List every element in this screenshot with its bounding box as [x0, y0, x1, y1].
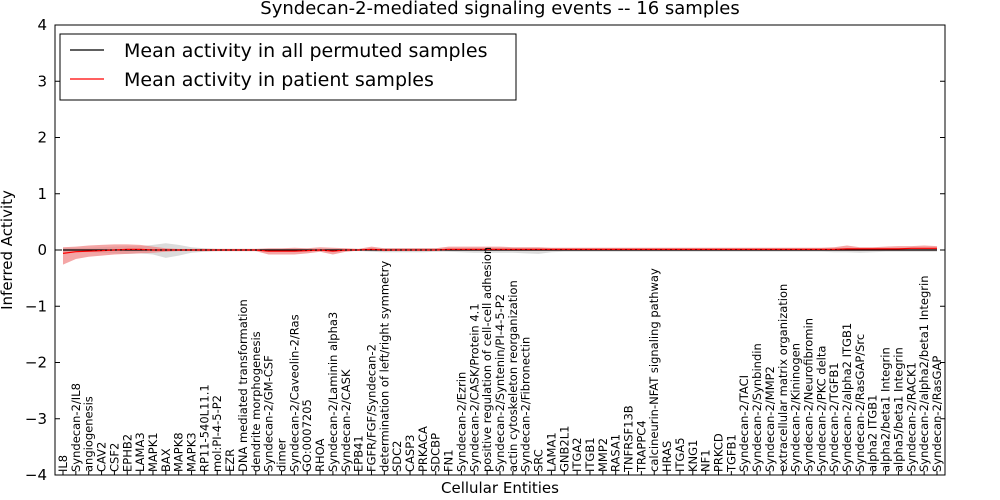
category-label: determination of left/right symmetry: [377, 261, 391, 472]
y-axis-ticks: −4 −3 −2 −1 0 1 2 3 4: [25, 16, 945, 484]
category-label: dimer: [275, 438, 289, 472]
category-label: Syndecan-2/Ezrin: [454, 372, 468, 472]
y-tick-label: 4: [37, 16, 47, 34]
category-label: calcineurin-NFAT signaling pathway: [647, 268, 661, 472]
category-label: TNFRSF13B: [622, 405, 636, 473]
category-label: ITGA2: [570, 437, 584, 472]
category-label: EPHB2: [120, 434, 134, 472]
category-label: dendrite morphogenesis: [249, 331, 263, 472]
y-tick-label: −4: [25, 466, 47, 484]
category-label: Syndecan-2/GM-CSF: [262, 355, 276, 472]
category-label: Syndecan-2/Laminin alpha3: [326, 312, 340, 472]
category-label: CAV2: [95, 442, 109, 472]
category-label: LAMA1: [544, 432, 558, 472]
category-label: IL8: [56, 455, 70, 472]
category-label: Syndecan-2/RACK1: [904, 362, 918, 472]
category-label: SDCBP: [429, 433, 443, 472]
category-label: MMP2: [596, 438, 610, 472]
category-label: Syndecan-2/alpha2/beta1 Integrin: [917, 275, 931, 472]
category-label: Syndecan-2/Kininogen: [789, 343, 803, 472]
category-label: alpha2/beta1 Integrin: [879, 347, 893, 472]
category-label: Syndecan-2/Fibronectin: [519, 337, 533, 472]
category-label: Syndecan-2/TACI: [737, 375, 751, 472]
y-tick-label: 0: [37, 241, 47, 259]
category-label: DNA mediated transformation: [236, 299, 250, 472]
category-label: MAPK1: [146, 432, 160, 472]
category-label: Syndecan-2/RasGAP: [930, 356, 944, 472]
y-tick-label: −2: [25, 354, 47, 372]
y-tick-label: −1: [25, 297, 47, 315]
category-label: mol:PI-4-5-P2: [210, 395, 224, 472]
category-label: GNB2L1: [557, 426, 571, 472]
legend: Mean activity in all permuted samples Me…: [59, 33, 517, 101]
category-labels: IL8Syndecan-2/IL8angiogenesisCAV2CSF2EPH…: [56, 247, 944, 475]
category-label: Syndecan-2/CASK: [339, 369, 353, 472]
x-axis-label: Cellular Entities: [441, 479, 559, 497]
category-label: Syndecan-2/TGFB1: [827, 362, 841, 472]
category-label: extracellular matrix organization: [776, 284, 790, 472]
legend-label-patient: Mean activity in patient samples: [124, 69, 434, 91]
series-line-patient: [62, 247, 937, 254]
category-label: Syndecan-2/PKC delta: [814, 346, 828, 472]
confidence-bands: [63, 243, 937, 265]
y-tick-label: 3: [37, 72, 47, 90]
category-label: SDC2: [390, 440, 404, 472]
category-label: EZR: [223, 449, 237, 472]
category-label: Syndecan-2/CASK/Protein 4.1: [467, 303, 481, 472]
category-label: ITGA5: [673, 437, 687, 472]
category-label: Syndecan-2/Syntenin/PI-4-5-P2: [493, 294, 507, 472]
category-label: TGFB1: [724, 434, 738, 473]
category-label: RP11-540L11.1: [197, 384, 211, 472]
category-label: Syndecan-2/alpha2 ITGB1: [840, 323, 854, 472]
category-label: alpha2 ITGB1: [866, 395, 880, 472]
category-label: KNG1: [686, 440, 700, 472]
category-label: FN1: [442, 449, 456, 472]
category-label: MAPK8: [172, 432, 186, 472]
category-label: LAMA3: [133, 432, 147, 472]
category-label: BAX: [159, 448, 173, 472]
category-label: HRAS: [660, 441, 674, 472]
category-label: Syndecan-2/Synbindin: [750, 343, 764, 472]
category-label: Syndecan-2/Caveolin-2/Ras: [287, 314, 301, 472]
category-label: positive regulation of cell-cell adhesio…: [480, 247, 494, 472]
category-label: CSF2: [107, 443, 121, 472]
category-label: actin cytoskeleton reorganization: [506, 280, 520, 472]
plot-frame: [54, 24, 946, 476]
legend-label-permuted: Mean activity in all permuted samples: [124, 40, 487, 62]
y-tick-label: −3: [25, 410, 47, 428]
y-tick-label: 1: [37, 185, 47, 203]
category-label: PRKACA: [416, 426, 430, 472]
category-label: TRAPPC4: [634, 420, 648, 473]
category-label: Syndecan-2/RasGAP/Src: [853, 334, 867, 472]
category-label: alpha5/beta1 Integrin: [891, 347, 905, 472]
category-label: NF1: [699, 449, 713, 472]
category-label: Syndecan-2/MMP2: [763, 366, 777, 472]
category-label: Syndecan-2/IL8: [69, 383, 83, 472]
category-label: EPB41: [352, 435, 366, 472]
chart-title: Syndecan-2-mediated signaling events -- …: [260, 0, 739, 19]
category-label: MAPK3: [185, 432, 199, 472]
category-label: CASP3: [403, 435, 417, 472]
category-label: RASA1: [609, 434, 623, 472]
y-tick-label: 2: [37, 129, 47, 147]
category-label: SRC: [532, 449, 546, 472]
category-label: GO:0007205: [300, 399, 314, 472]
category-label: RHOA: [313, 439, 327, 472]
legend-frame: [59, 33, 517, 101]
category-label: FGFR/FGF/Syndecan-2: [365, 344, 379, 472]
category-label: angiogenesis: [82, 396, 96, 472]
y-axis-label: Inferred Activity: [0, 190, 16, 310]
category-label: ITGB1: [583, 437, 597, 472]
category-label: Syndecan-2/Neurofibromin: [802, 318, 816, 472]
category-label: PRKCD: [712, 433, 726, 472]
